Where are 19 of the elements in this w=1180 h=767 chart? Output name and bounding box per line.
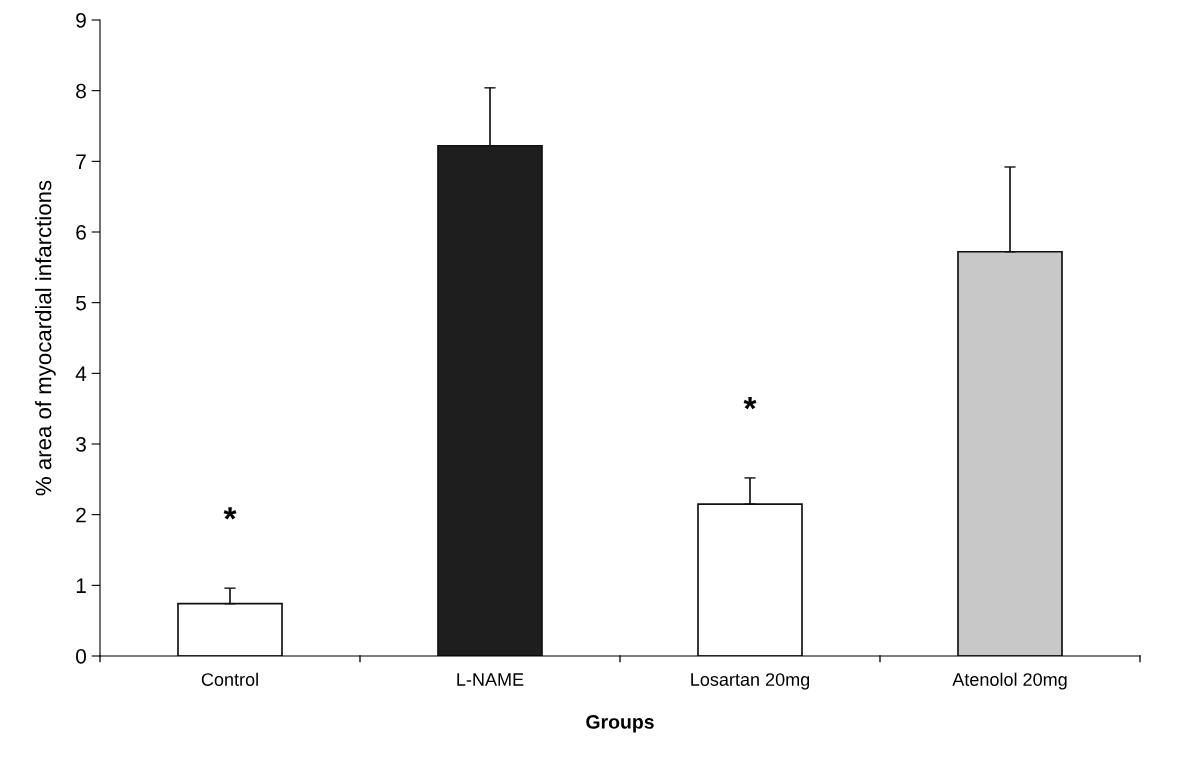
y-tick-label: 6 — [76, 225, 86, 240]
y-tick-label: 2 — [76, 507, 86, 523]
y-tick-label: 3 — [76, 437, 86, 452]
y-tick-label: 8 — [76, 83, 86, 99]
y-tick-label: 9 — [76, 13, 86, 28]
y-axis-title: % area of myocardial infarctions — [35, 180, 56, 496]
y-tick-label: 0 — [76, 649, 86, 664]
x-tick-label: Losartan 20mg — [691, 673, 810, 690]
y-tick-label: 4 — [75, 366, 87, 381]
x-tick-label: Control — [201, 672, 258, 686]
y-tick-label: 7 — [76, 154, 86, 169]
annotation: * — [223, 507, 237, 520]
annotation: * — [743, 396, 757, 410]
bar — [697, 503, 803, 656]
x-tick-label: Atenolol 20mg — [952, 672, 1067, 690]
x-tick-label: L-NAME — [457, 673, 524, 686]
y-tick-label: 5 — [76, 295, 86, 311]
x-axis-title: Groups — [586, 715, 654, 733]
y-tick-label: 1 — [76, 578, 86, 593]
